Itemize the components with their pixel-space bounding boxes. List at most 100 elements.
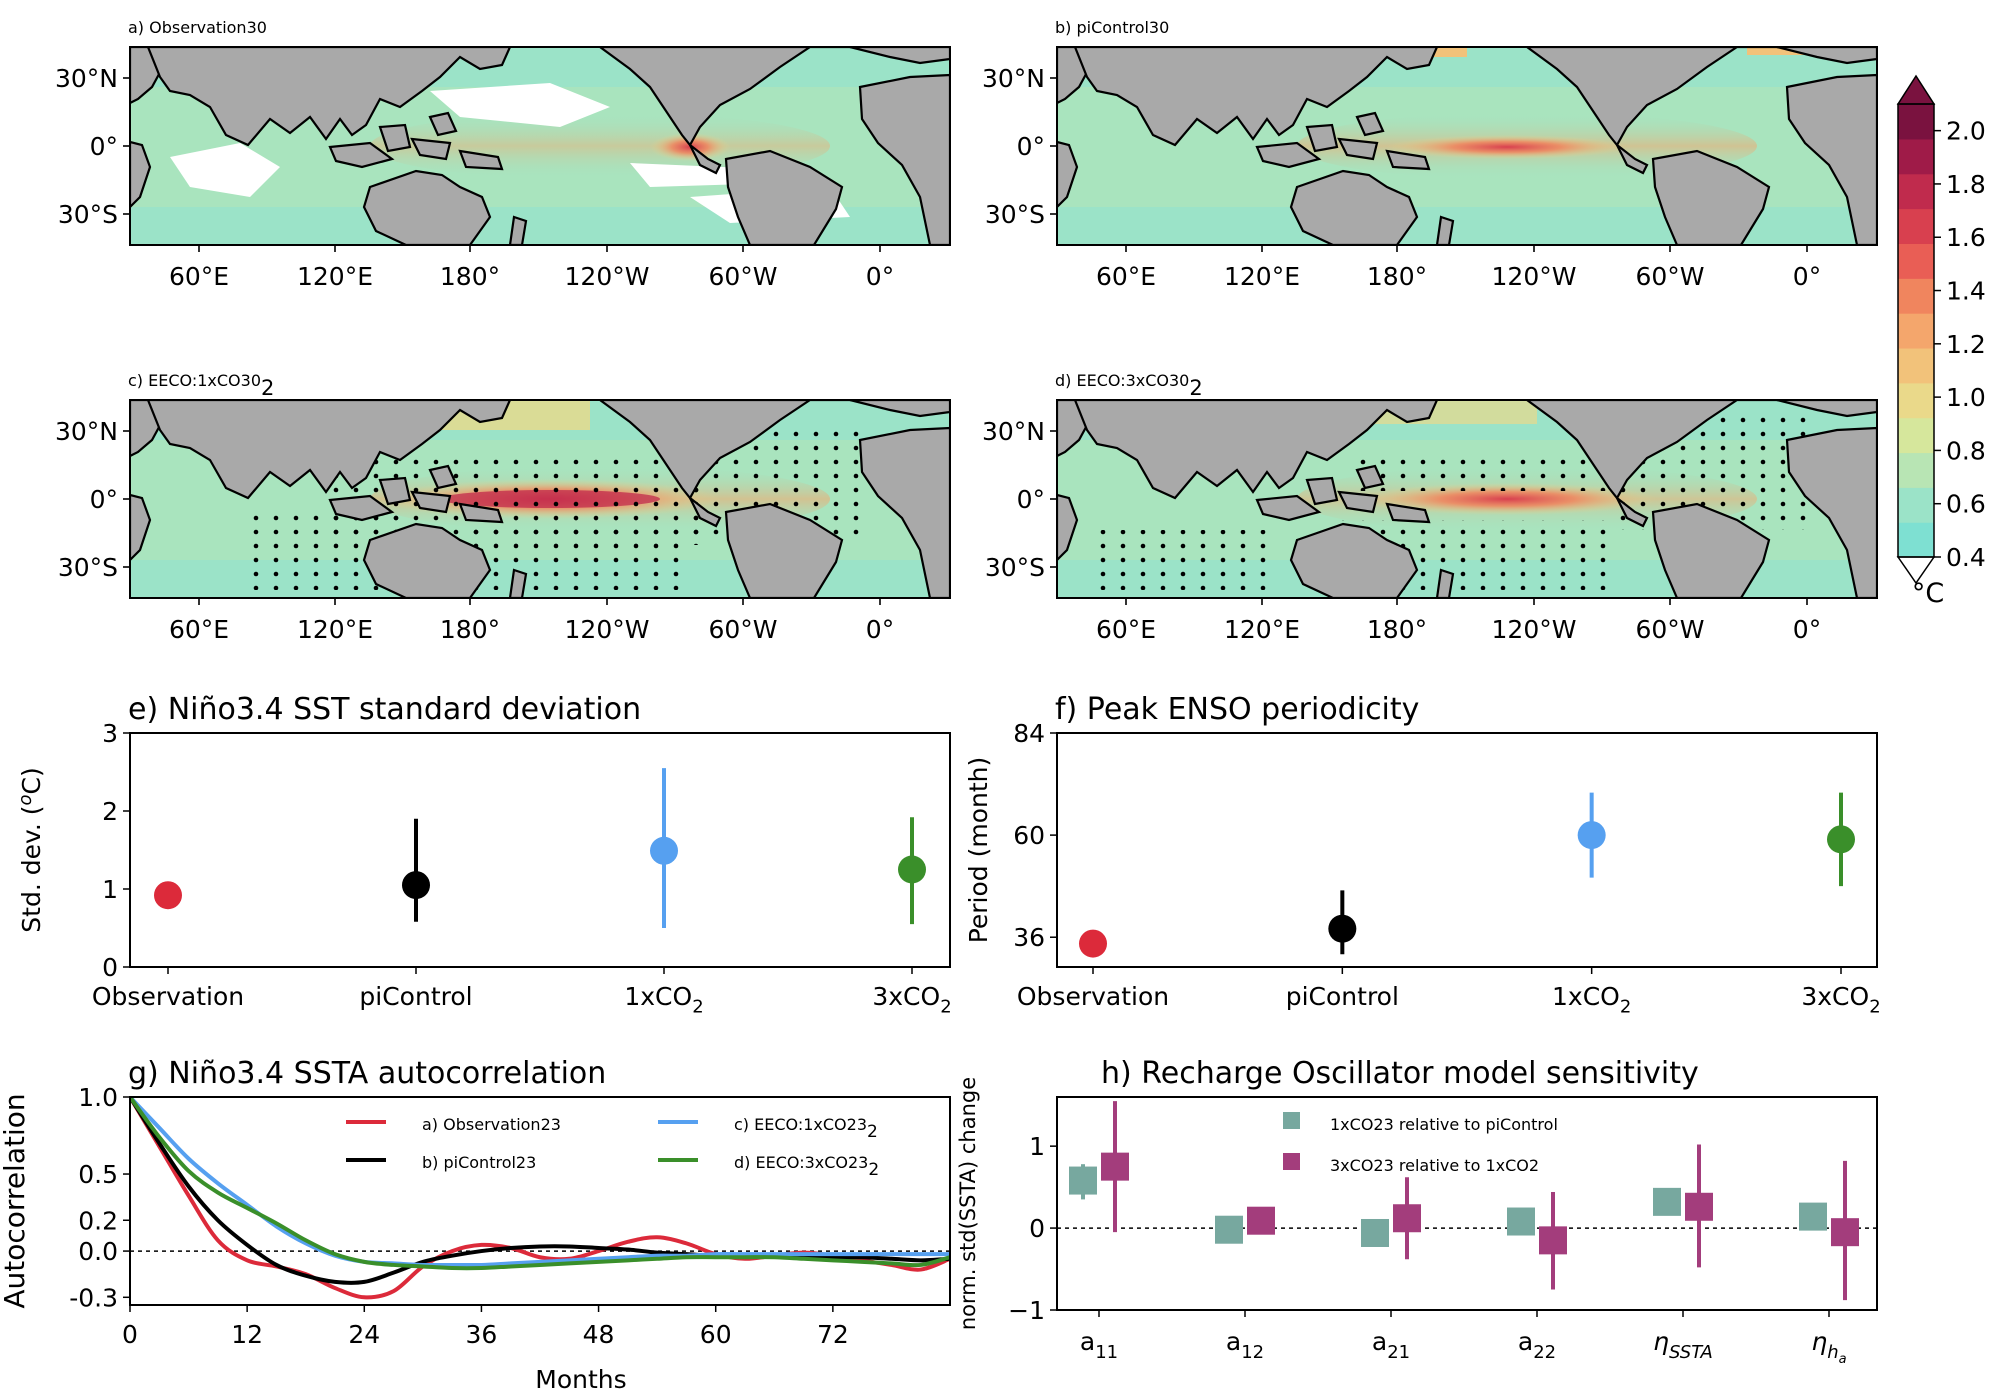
x-tick-label: Observation [92, 982, 244, 1011]
series-line [130, 1097, 950, 1271]
land-mass [724, 502, 844, 598]
data-square [1831, 1218, 1859, 1247]
land-mass [508, 568, 528, 598]
colorbar-tick-label: 1.6 [1946, 223, 1986, 252]
lon-tick-label: 120°E [297, 262, 373, 291]
warm-patch [1417, 47, 1467, 57]
colorbar-tick-label: 1.0 [1946, 383, 1986, 412]
colorbar-tick-label: 2.0 [1946, 117, 1986, 146]
x-axis-label: Months [535, 1365, 626, 1393]
lon-tick-label: 180° [440, 262, 500, 291]
colorbar-segment [1898, 347, 1934, 384]
lat-tick-label: 0° [1017, 132, 1045, 161]
x-tick-label: piControl [1286, 982, 1399, 1011]
lon-tick-label: 60°E [1096, 262, 1156, 291]
colorbar-tick-label: 0.4 [1946, 543, 1986, 572]
land-mass [378, 123, 412, 153]
colorbar-segment [1898, 417, 1934, 454]
land-mass [689, 497, 722, 528]
lat-tick-label: 30°N [982, 64, 1045, 93]
land-mass [428, 464, 458, 490]
x-tick-label: ηSSTA [1653, 1327, 1713, 1363]
data-point [898, 855, 926, 884]
colorbar-tick-label: 1.2 [1946, 330, 1986, 359]
land-mass [362, 522, 492, 598]
warm-patch [1747, 47, 1817, 55]
svg-text:a) Observation23: a) Observation23 [422, 1115, 561, 1134]
land-mass [146, 400, 512, 500]
plot-frame [1056, 732, 1878, 968]
lon-tick-label: 0° [866, 615, 894, 644]
land-mass [1385, 149, 1431, 171]
lat-tick-label: 30°S [985, 200, 1045, 229]
lon-tick-label: 120°W [1492, 615, 1577, 644]
land-mass [1337, 490, 1379, 514]
colorbar-segment [1898, 487, 1934, 523]
panel-title: e) Niño3.4 SST standard deviation [128, 692, 641, 727]
lon-tick-label: 0° [1793, 615, 1821, 644]
map-field [1057, 47, 1877, 245]
colorbar-segment [1898, 313, 1934, 349]
colorbar-extend-top [1896, 74, 1936, 105]
land-mass [130, 493, 152, 562]
y-tick-label: 36 [1013, 923, 1045, 952]
lat-tick-label: 0° [90, 132, 118, 161]
svg-text:a) Observation30: a) Observation30 [128, 18, 267, 37]
lon-tick-label: 180° [1367, 262, 1427, 291]
land-mass [1289, 169, 1419, 245]
lon-tick-label: 120°E [1224, 615, 1300, 644]
colorbar-frame [1897, 103, 1935, 558]
colorbar-segment [1898, 382, 1934, 419]
land-mass [689, 144, 722, 175]
x-tick-label: 3xCO2 [872, 982, 951, 1018]
x-tick-label: ηha [1811, 1327, 1846, 1367]
land-mass [1616, 144, 1649, 175]
data-square [1539, 1226, 1567, 1255]
panel-title: g) Niño3.4 SSTA autocorrelation [128, 1056, 606, 1091]
low-variance-region [170, 143, 280, 197]
colorbar-segment [1898, 104, 1934, 140]
panel-h-recharge-oscillator: h) Recharge Oscillator model sensitivity… [956, 1056, 1878, 1367]
land-mass [1525, 400, 1877, 500]
data-square [1361, 1218, 1389, 1247]
land-mass [1435, 215, 1455, 245]
land-mass [378, 476, 412, 506]
land-mass [1785, 73, 1877, 245]
land-mass [1057, 493, 1079, 562]
land-mass [1073, 47, 1439, 147]
y-tick-label: 60 [1013, 821, 1045, 850]
svg-text:b) piControl30: b) piControl30 [1055, 18, 1169, 37]
land-mass [1616, 497, 1649, 528]
map-panel-b: b) piControl30 60°E 120°E 180° 120°W 60°W 0° 30… [982, 18, 1878, 291]
lat-tick-label: 0° [1017, 485, 1045, 514]
significance-stipple [1347, 455, 1607, 491]
x-tick-label: a11 [1080, 1327, 1118, 1363]
map-panel-d: d) EECO:3xCO302 60°E 120°E 180° 120°W 60°W 0° 3… [982, 371, 1878, 644]
data-point [1827, 825, 1855, 854]
y-tick-label: 0.5 [78, 1160, 118, 1189]
2: 3xCO23 relative to 1xCO2 [1330, 1156, 1539, 1175]
x-tick-label: 12 [231, 1320, 263, 1349]
x-tick-label: 72 [817, 1320, 849, 1349]
land-mass [1525, 47, 1877, 147]
x-tick-label: 0 [122, 1320, 138, 1349]
colorbar-segment [1898, 208, 1934, 244]
legend-swatch [1283, 1112, 1300, 1129]
y-tick-label: -0.3 [69, 1283, 118, 1312]
svg-text:c) EECO:1xCO232: c) EECO:1xCO232 [734, 1115, 878, 1142]
lon-tick-label: 60°E [169, 262, 229, 291]
lon-tick-label: 60°E [169, 615, 229, 644]
svg-text:d) EECO:3xCO302: d) EECO:3xCO302 [1055, 371, 1203, 400]
land-mass [328, 494, 395, 522]
land-mass [849, 400, 950, 418]
lon-tick-label: 0° [1793, 262, 1821, 291]
lon-tick-label: 120°W [1492, 262, 1577, 291]
y-tick-label: 0 [1029, 1214, 1045, 1243]
map-panels: a) Observation30 60°E 120°E 180° 120°W 60°W 0°… [55, 18, 1878, 644]
y-tick-label: 3 [102, 719, 118, 748]
land-mass [410, 137, 452, 161]
land-mass [849, 47, 950, 65]
series-lines [130, 1097, 950, 1300]
data-point [1328, 914, 1357, 943]
